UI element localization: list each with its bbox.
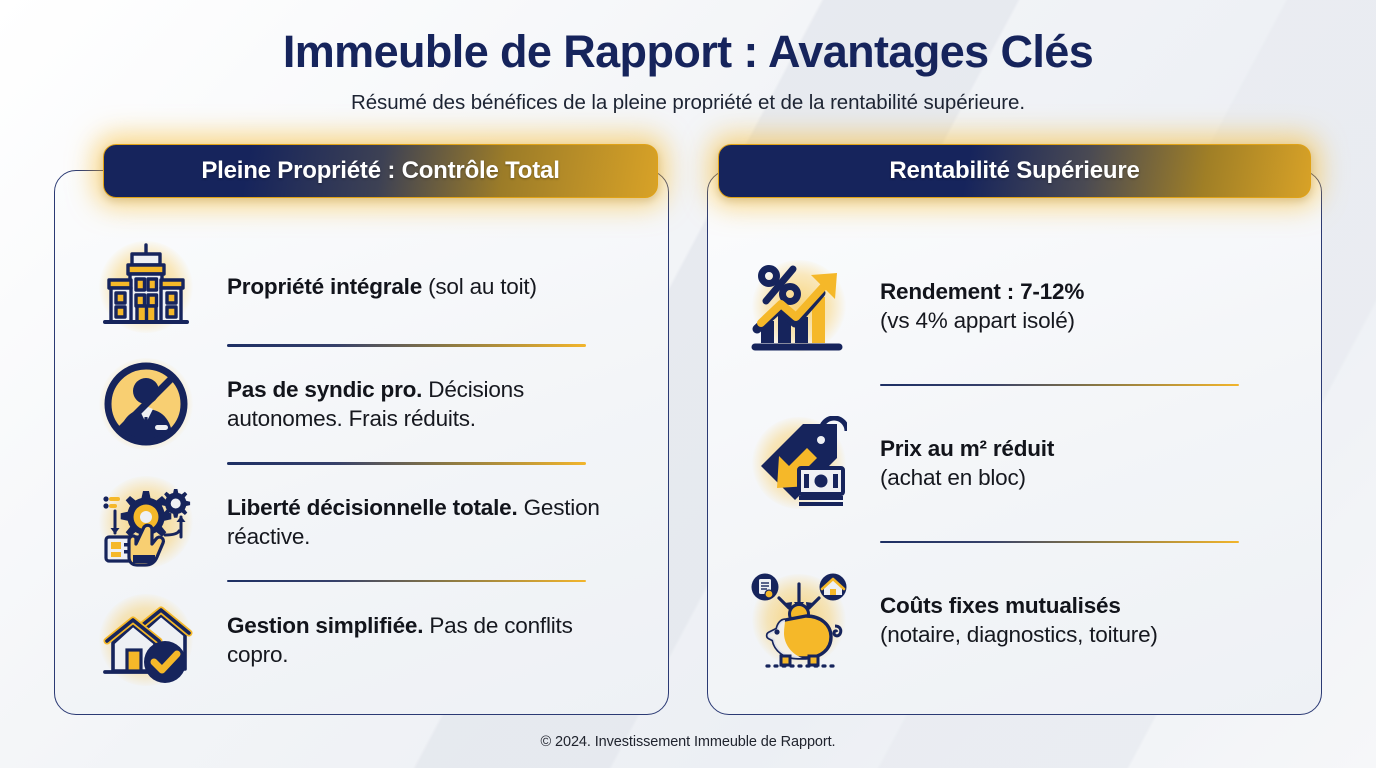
list-item-text: Prix au m² réduit (achat en bloc)	[880, 434, 1289, 493]
list-item-bold: Coûts fixes mutualisés	[880, 593, 1121, 618]
list-item-text: Propriété intégrale (sol au toit)	[227, 272, 636, 301]
item-divider	[880, 383, 1239, 386]
gear-hand-control-icon	[92, 470, 200, 574]
text-cell: Propriété intégrale (sol au toit)	[227, 272, 642, 301]
houses-check-icon	[92, 588, 200, 692]
list-item-bold: Gestion simplifiée.	[227, 612, 424, 638]
card-header-rentabilite-superieure: Rentabilité Supérieure	[718, 144, 1311, 198]
page-title: Immeuble de Rapport : Avantages Clés	[282, 26, 1094, 77]
benefit-list-right: Rendement : 7-12% (vs 4% appart isolé)	[734, 229, 1295, 700]
icon-cell	[81, 588, 211, 692]
item-divider	[227, 579, 586, 583]
text-cell: Rendement : 7-12% (vs 4% appart isolé)	[880, 277, 1295, 336]
card-rentabilite-superieure: Rentabilité Supérieure	[707, 144, 1322, 715]
item-divider	[227, 344, 586, 347]
list-item: Prix au m² réduit (achat en bloc)	[734, 386, 1295, 541]
icon-cell	[81, 470, 211, 574]
list-item-bold: Liberté décisionnelle totale.	[227, 494, 518, 520]
footer: © 2024. Investissement Immeuble de Rappo…	[0, 734, 1376, 750]
list-item: Rendement : 7-12% (vs 4% appart isolé)	[734, 229, 1295, 384]
list-item-rest: Gestion réactive.	[227, 494, 600, 550]
item-divider	[227, 462, 586, 465]
list-item-rest: (notaire, diagnostics, toiture)	[880, 622, 1158, 648]
list-item: Propriété intégrale (sol au toit)	[81, 229, 642, 344]
text-cell: Gestion simplifiée. Pas de conflits copr…	[227, 611, 642, 670]
card-header-label: Pleine Propriété : Contrôle Total	[201, 157, 560, 184]
list-item-rest: Décisions autonomes. Frais réduits.	[227, 377, 525, 432]
icon-cell	[734, 254, 864, 358]
list-item-rest: (achat en bloc)	[880, 465, 1026, 491]
piggy-bank-savings-icon	[745, 568, 853, 672]
text-cell: Liberté décisionnelle totale. Gestion ré…	[227, 493, 642, 552]
text-cell: Prix au m² réduit (achat en bloc)	[880, 434, 1295, 493]
list-item: Pas de syndic pro. Décisions autonomes. …	[81, 347, 642, 462]
list-item-rest: (vs 4% appart isolé)	[880, 308, 1075, 334]
list-item: Gestion simplifiée. Pas de conflits copr…	[81, 582, 642, 697]
list-item-text: Gestion simplifiée. Pas de conflits copr…	[227, 611, 636, 670]
list-item-rest: Pas de conflits copro.	[227, 612, 573, 667]
no-syndic-icon	[92, 352, 200, 456]
list-item-bold: Prix au m² réduit	[880, 436, 1055, 461]
list-item-rest: (sol au toit)	[422, 274, 537, 299]
list-item-text: Liberté décisionnelle totale. Gestion ré…	[227, 493, 636, 552]
list-item-bold: Rendement : 7-12%	[880, 279, 1085, 304]
list-item: Liberté décisionnelle totale. Gestion ré…	[81, 465, 642, 580]
list-item: Coûts fixes mutualisés (notaire, diagnos…	[734, 543, 1295, 698]
list-item-bold: Pas de syndic pro.	[227, 377, 423, 403]
footer-text: © 2024. Investissement Immeuble de Rappo…	[540, 734, 836, 750]
percent-growth-chart-icon	[745, 254, 853, 358]
text-cell: Pas de syndic pro. Décisions autonomes. …	[227, 375, 642, 434]
card-header-pleine-propriete: Pleine Propriété : Contrôle Total	[103, 144, 658, 198]
item-divider	[880, 540, 1239, 543]
cards-container: Pleine Propriété : Contrôle Total	[54, 144, 1322, 715]
list-item-text: Pas de syndic pro. Décisions autonomes. …	[227, 375, 636, 434]
page-subtitle: Résumé des bénéfices de la pleine propri…	[351, 90, 1025, 114]
icon-cell	[734, 411, 864, 515]
page-header: Immeuble de Rapport : Avantages Clés Rés…	[0, 0, 1376, 115]
price-tag-money-icon	[745, 411, 853, 515]
benefit-list-left: Propriété intégrale (sol au toit)	[81, 229, 642, 700]
list-item-bold: Propriété intégrale	[227, 274, 423, 299]
list-item-text: Rendement : 7-12% (vs 4% appart isolé)	[880, 277, 1289, 336]
card-pleine-propriete: Pleine Propriété : Contrôle Total	[54, 144, 669, 715]
icon-cell	[81, 235, 211, 339]
icon-cell	[81, 352, 211, 456]
apartment-building-icon	[92, 235, 200, 339]
list-item-text: Coûts fixes mutualisés (notaire, diagnos…	[880, 591, 1289, 650]
card-header-label: Rentabilité Supérieure	[889, 157, 1140, 184]
icon-cell	[734, 568, 864, 672]
text-cell: Coûts fixes mutualisés (notaire, diagnos…	[880, 591, 1295, 650]
